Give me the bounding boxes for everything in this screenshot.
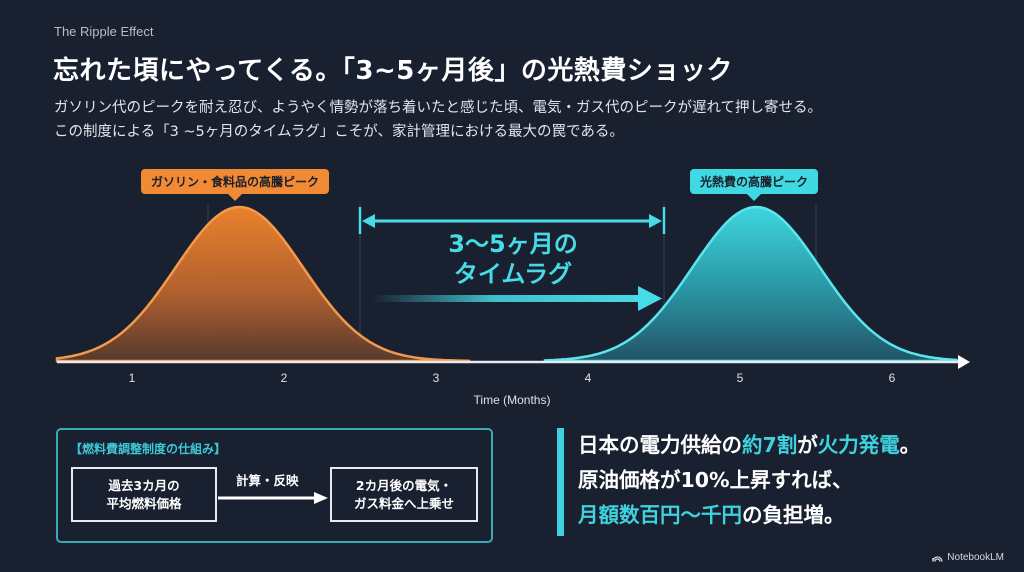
orange-peak-area bbox=[55, 205, 471, 363]
orange-peak-callout: ガソリン・食料品の高騰ピーク bbox=[141, 169, 330, 194]
brand-watermark: NotebookLM bbox=[932, 552, 1004, 563]
description-line-1: ガソリン代のピークを耐え忍び、ようやく情勢が落ち着いたと感じた頃、電気・ガス代の… bbox=[54, 100, 823, 116]
cyan-peak-callout: 光熱費の高騰ピーク bbox=[690, 169, 819, 194]
highlight-thermal-power: 火力発電 bbox=[817, 433, 900, 457]
mechanism-output-node: 2カ月後の電気・ ガス料金へ上乗せ bbox=[330, 467, 478, 522]
fact-block: 日本の電力供給の約7割が火力発電。 原油価格が10%上昇すれば、 月額数百円～千… bbox=[578, 428, 920, 533]
axis-arrow-icon bbox=[958, 355, 970, 369]
page-title: 忘れた頃にやってくる。「3~5ヶ月後」の光熱費ショック bbox=[53, 56, 733, 86]
highlight-monthly-cost: 月額数百円～千円 bbox=[578, 503, 742, 527]
fact-line-3: 月額数百円～千円の負担増。 bbox=[578, 503, 845, 527]
x-tick-3: 3 bbox=[432, 371, 440, 385]
fact-accent-bar bbox=[557, 428, 564, 536]
mechanism-title: 【燃料費調整制度の仕組み】 bbox=[70, 442, 227, 456]
time-lag-line-2: タイムラグ bbox=[453, 260, 573, 288]
x-tick-2: 2 bbox=[280, 371, 288, 385]
brand-label: NotebookLM bbox=[947, 552, 1004, 563]
x-tick-5: 5 bbox=[736, 371, 744, 385]
notebooklm-logo-icon bbox=[932, 556, 943, 562]
x-tick-1: 1 bbox=[128, 371, 136, 385]
kicker-text: The Ripple Effect bbox=[54, 24, 154, 39]
x-tick-6: 6 bbox=[888, 371, 896, 385]
mechanism-input-node: 過去3カ月の 平均燃料価格 bbox=[71, 467, 217, 522]
mechanism-panel: 【燃料費調整制度の仕組み】 過去3カ月の 平均燃料価格 計算・反映 2カ月後の電… bbox=[56, 428, 493, 543]
arrow-right-icon bbox=[218, 492, 328, 504]
x-tick-4: 4 bbox=[584, 371, 592, 385]
lag-forward-arrow bbox=[372, 286, 662, 311]
highlight-70-percent: 約7割 bbox=[742, 433, 798, 457]
fact-line-2: 原油価格が10%上昇すれば、 bbox=[578, 468, 853, 492]
description-line-2: この制度による「3 ~5ヶ月のタイムラグ」こそが、家計管理における最大の罠である… bbox=[54, 124, 624, 140]
time-lag-label: 3～5ヶ月の タイムラグ bbox=[400, 229, 626, 289]
lag-span-arrow bbox=[358, 207, 666, 234]
time-lag-line-1: 3～5ヶ月の bbox=[448, 230, 578, 258]
description: ガソリン代のピークを耐え忍び、ようやく情勢が落ち着いたと感じた頃、電気・ガス代の… bbox=[54, 96, 822, 144]
mechanism-arrow-label: 計算・反映 bbox=[236, 473, 299, 488]
x-axis-label: Time (Months) bbox=[473, 393, 551, 407]
cyan-peak-area bbox=[543, 205, 959, 363]
fact-line-1: 日本の電力供給の約7割が火力発電。 bbox=[578, 433, 921, 457]
